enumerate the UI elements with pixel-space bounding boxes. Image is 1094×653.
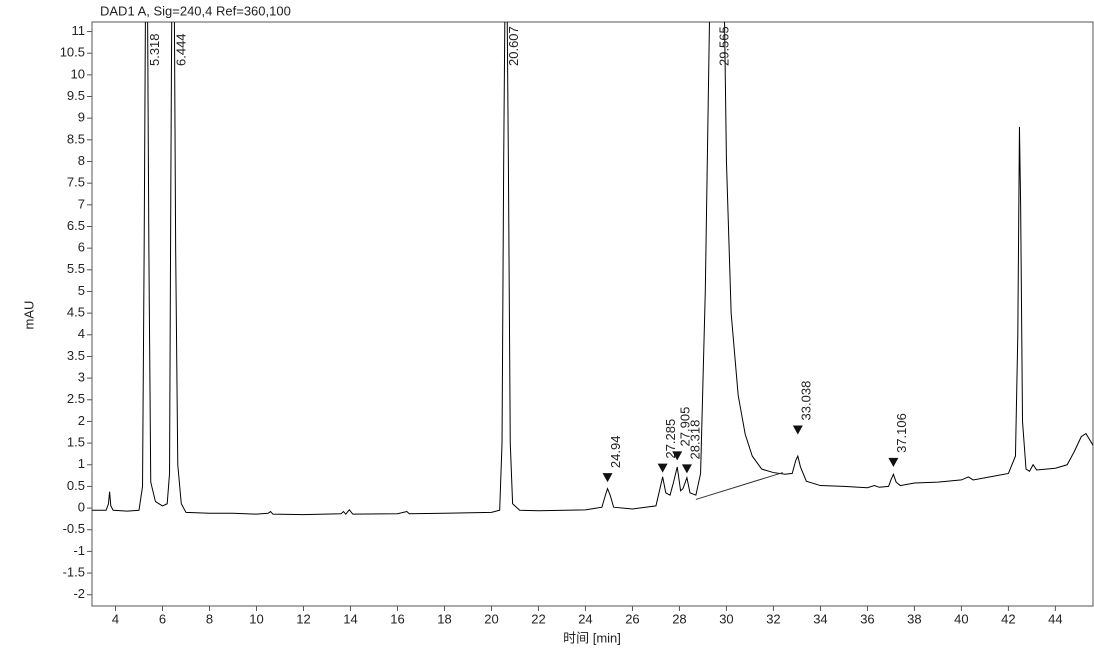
trace-line (92, 22, 1093, 516)
peak-label: 33.038 (798, 381, 813, 421)
y-tick-label: 0 (78, 500, 85, 515)
y-tick-label: 2 (78, 413, 85, 428)
y-axis-label: mAU (21, 301, 36, 330)
x-tick-label: 26 (625, 611, 639, 626)
y-tick-label: 3.5 (67, 348, 85, 363)
y-tick-label: 4.5 (67, 305, 85, 320)
x-tick-label: 8 (206, 611, 213, 626)
y-tick-label: 7.5 (67, 175, 85, 190)
y-tick-label: 10 (71, 66, 85, 81)
x-tick-label: 38 (907, 611, 921, 626)
x-tick-label: 22 (531, 611, 545, 626)
y-tick-label: 5 (78, 283, 85, 298)
x-tick-label: 20 (484, 611, 498, 626)
y-tick-label: 9 (78, 110, 85, 125)
x-tick-label: 10 (249, 611, 263, 626)
y-tick-label: 2.5 (67, 391, 85, 406)
plot-area (92, 22, 1093, 516)
peak-label: 5.318 (147, 33, 162, 66)
y-tick-label: 1 (78, 456, 85, 471)
chart-title: DAD1 A, Sig=240,4 Ref=360,100 (100, 3, 291, 18)
y-tick-label: 11 (72, 23, 86, 38)
y-tick-label: 9.5 (67, 88, 85, 103)
x-axis-label: 时间 [min] (563, 630, 621, 645)
y-tick-label: 6 (78, 240, 85, 255)
peak-label: 24.94 (608, 436, 623, 469)
peak-label: 27.285 (663, 419, 678, 459)
x-tick-label: 12 (296, 611, 310, 626)
x-tick-label: 4 (112, 611, 119, 626)
y-tick-label: 3 (78, 370, 85, 385)
y-tick-label: -2 (73, 586, 85, 601)
peak-label: 29.565 (717, 26, 732, 66)
y-tick-label: 10.5 (60, 45, 85, 60)
x-tick-label: 28 (672, 611, 686, 626)
plot-frame (91, 21, 1094, 607)
peak-marker (657, 463, 668, 473)
x-tick-label: 24 (578, 611, 592, 626)
y-tick-label: 1.5 (67, 435, 85, 450)
x-tick-label: 34 (813, 611, 827, 626)
peak-marker (672, 451, 683, 461)
x-tick-label: 18 (437, 611, 451, 626)
x-tick-label: 40 (954, 611, 968, 626)
x-tick-label: 42 (1001, 611, 1015, 626)
x-tick-label: 16 (390, 611, 404, 626)
y-tick-label: 8.5 (67, 131, 85, 146)
peak-label: 28.318 (687, 420, 702, 460)
x-tick-label: 44 (1048, 611, 1062, 626)
x-tick-label: 36 (860, 611, 874, 626)
peak-marker (602, 473, 613, 483)
integration-baseline (695, 472, 783, 500)
peak-marker (681, 464, 692, 474)
y-tick-label: 4 (78, 326, 85, 341)
x-tick-label: 30 (719, 611, 733, 626)
peak-marker (888, 457, 899, 467)
y-tick-label: 5.5 (67, 261, 85, 276)
y-tick-label: -0.5 (63, 521, 85, 536)
peak-marker (792, 425, 803, 435)
y-tick-label: 0.5 (67, 478, 85, 493)
peak-label: 6.444 (173, 33, 188, 66)
peak-label: 27.905 (678, 407, 693, 447)
y-tick-label: 7 (78, 196, 85, 211)
y-tick-label: -1 (73, 543, 85, 558)
peak-label: 37.106 (894, 413, 909, 453)
x-tick-label: 14 (343, 611, 357, 626)
x-tick-label: 6 (159, 611, 166, 626)
y-tick-label: 8 (78, 153, 85, 168)
y-tick-label: -1.5 (63, 565, 85, 580)
x-tick-label: 32 (766, 611, 780, 626)
peak-label: 20.607 (506, 26, 521, 66)
y-tick-label: 6.5 (67, 218, 85, 233)
